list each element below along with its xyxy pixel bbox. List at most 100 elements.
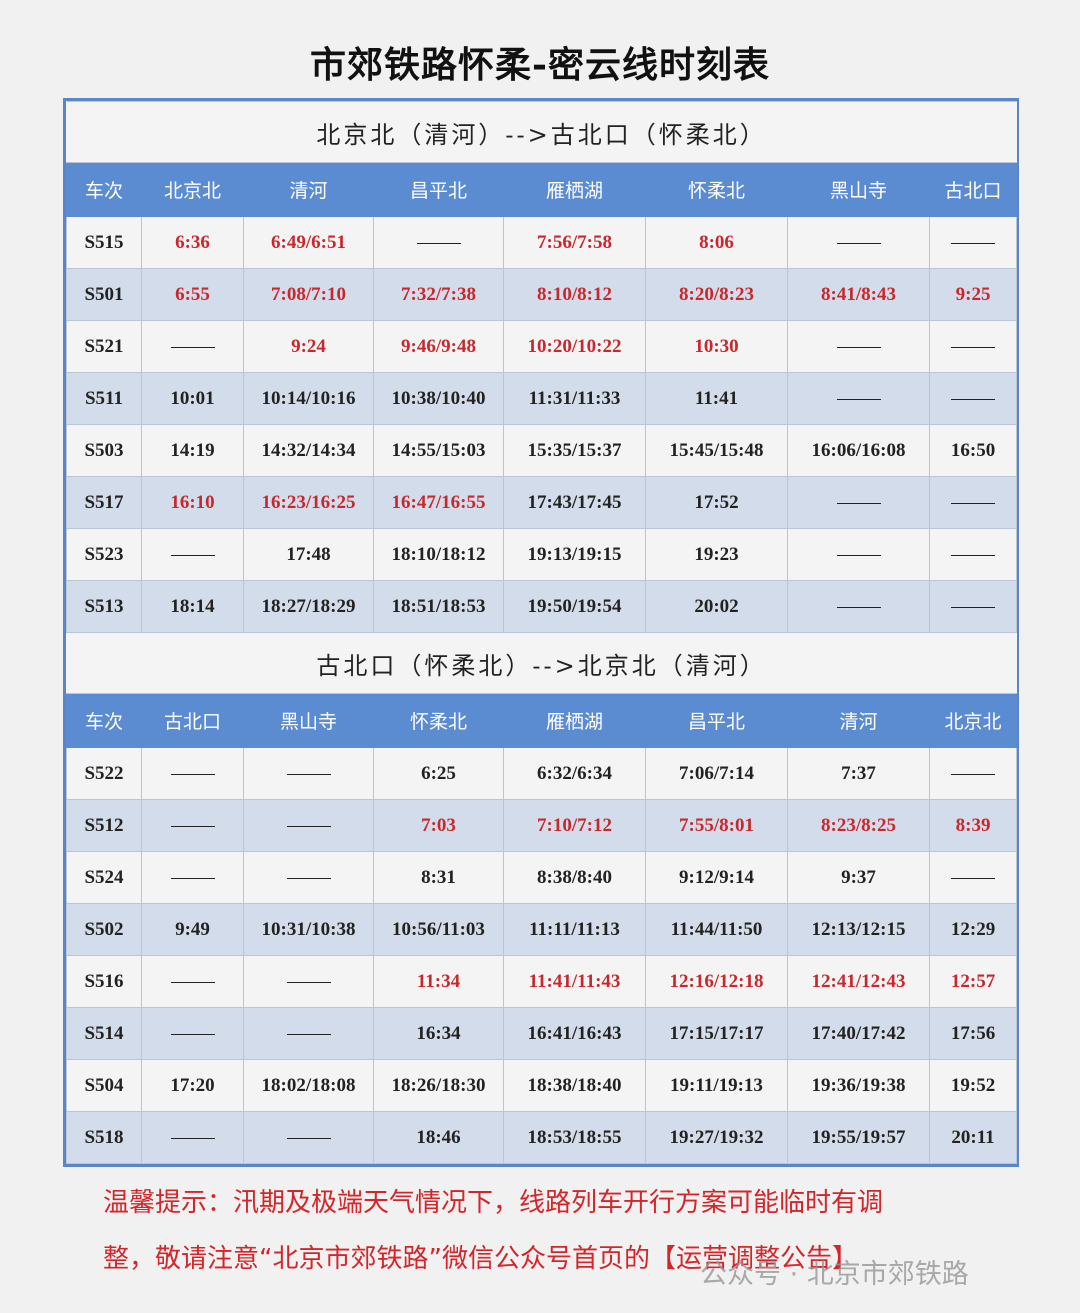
time-cell: 6:25 (373, 747, 504, 800)
time-cell: 10:56/11:03 (373, 903, 504, 956)
time-cell: 9:12/9:14 (645, 851, 788, 904)
section-heading: 北京北（清河）-->古北口（怀柔北） (66, 101, 1017, 163)
time-cell: 7:08/7:10 (243, 268, 374, 321)
dash-no-stop (951, 346, 996, 348)
time-cell: 17:48 (243, 528, 374, 581)
time-cell: 8:31 (373, 851, 504, 904)
time-cell: 6:32/6:34 (503, 747, 646, 800)
table-row: S517 16:10 16:23/16:25 16:47/16:55 17:43/17:… (66, 476, 1018, 529)
column-header: 黑山寺 (243, 693, 374, 748)
column-header: 古北口 (141, 693, 244, 748)
column-header: 古北口 (928, 162, 1018, 217)
no-stop-cell (243, 955, 374, 1008)
dash-no-stop (836, 606, 881, 608)
column-header: 北京北 (928, 693, 1018, 748)
dash-no-stop (951, 606, 996, 608)
dash-no-stop (836, 242, 881, 244)
time-cell: 8:23/8:25 (787, 799, 930, 852)
no-stop-cell (243, 1111, 374, 1164)
no-stop-cell (141, 799, 244, 852)
time-cell: 7:55/8:01 (645, 799, 788, 852)
time-cell: 8:10/8:12 (503, 268, 646, 321)
train-number: S521 (66, 320, 142, 373)
time-cell: 17:40/17:42 (787, 1007, 930, 1060)
column-header: 车次 (66, 162, 142, 217)
table-row: S502 9:49 10:31/10:38 10:56/11:03 11:11/11:1… (66, 903, 1018, 956)
time-cell: 10:20/10:22 (503, 320, 646, 373)
table-row: S514 16:34 16:41/16:43 17:15/17:17 17:40/17:… (66, 1007, 1018, 1060)
time-cell: 19:55/19:57 (787, 1111, 930, 1164)
time-cell: 18:51/18:53 (373, 580, 504, 633)
no-stop-cell (787, 476, 930, 529)
dash-no-stop (286, 825, 331, 827)
time-cell: 10:38/10:40 (373, 372, 504, 425)
dash-no-stop (170, 825, 215, 827)
table-row: S524 8:31 8:38/8:40 9:12/9:14 9:37 (66, 851, 1018, 904)
timetable: 北京北（清河）-->古北口（怀柔北） 车次 北京北 清河 昌平北 雁栖湖 怀柔北 黑山寺 古北口… (63, 98, 1019, 1167)
table-row: S522 6:25 6:32/6:34 7:06/7:14 7:37 (66, 747, 1018, 800)
direction-title: 北京北（清河）-->古北口（怀柔北） (66, 101, 1017, 163)
table-row: S501 6:55 7:08/7:10 7:32/7:38 8:10/8:12 8:20/… (66, 268, 1018, 321)
no-stop-cell (787, 528, 930, 581)
dash-no-stop (286, 1033, 331, 1035)
column-header: 清河 (243, 162, 374, 217)
dash-no-stop (951, 242, 996, 244)
train-number: S514 (66, 1007, 142, 1060)
time-cell: 18:38/18:40 (503, 1059, 646, 1112)
dash-no-stop (836, 398, 881, 400)
direction-title: 古北口（怀柔北）-->北京北（清河） (66, 632, 1017, 694)
notice-line-2: 整，敬请注意“北京市郊铁路”微信公众号首页的【运营调整公告】 (103, 1244, 858, 1274)
time-cell: 14:32/14:34 (243, 424, 374, 477)
train-number: S522 (66, 747, 142, 800)
page-title: 市郊铁路怀柔-密云线时刻表 (310, 44, 770, 86)
dash-no-stop (951, 773, 996, 775)
time-cell: 16:23/16:25 (243, 476, 374, 529)
dash-no-stop (951, 877, 996, 879)
no-stop-cell (787, 580, 930, 633)
time-cell: 12:29 (928, 903, 1018, 956)
time-cell: 16:50 (928, 424, 1018, 477)
timetable-table: 北京北（清河）-->古北口（怀柔北） 车次 北京北 清河 昌平北 雁栖湖 怀柔北 黑山寺 古北口… (66, 101, 1018, 1164)
time-cell: 10:01 (141, 372, 244, 425)
time-cell: 9:46/9:48 (373, 320, 504, 373)
column-header: 昌平北 (373, 162, 504, 217)
time-cell: 17:15/17:17 (645, 1007, 788, 1060)
header-row: 车次 古北口 黑山寺 怀柔北 雁栖湖 昌平北 清河 北京北 (66, 693, 1018, 748)
time-cell: 8:39 (928, 799, 1018, 852)
time-cell: 6:55 (141, 268, 244, 321)
no-stop-cell (928, 372, 1018, 425)
dash-no-stop (286, 877, 331, 879)
time-cell: 19:50/19:54 (503, 580, 646, 633)
time-cell: 19:27/19:32 (645, 1111, 788, 1164)
table-row: S504 17:20 18:02/18:08 18:26/18:30 18:38/18:… (66, 1059, 1018, 1112)
time-cell: 11:11/11:13 (503, 903, 646, 956)
time-cell: 12:57 (928, 955, 1018, 1008)
time-cell: 18:02/18:08 (243, 1059, 374, 1112)
no-stop-cell (928, 476, 1018, 529)
time-cell: 7:03 (373, 799, 504, 852)
time-cell: 11:44/11:50 (645, 903, 788, 956)
column-header: 雁栖湖 (503, 162, 646, 217)
time-cell: 6:49/6:51 (243, 216, 374, 269)
table-row: S516 11:34 11:41/11:43 12:16/12:18 12:41/12:… (66, 955, 1018, 1008)
column-header: 黑山寺 (787, 162, 930, 217)
no-stop-cell (928, 580, 1018, 633)
no-stop-cell (243, 747, 374, 800)
time-cell: 18:27/18:29 (243, 580, 374, 633)
dash-no-stop (170, 346, 215, 348)
train-number: S511 (66, 372, 142, 425)
time-cell: 11:34 (373, 955, 504, 1008)
train-number: S512 (66, 799, 142, 852)
time-cell: 17:52 (645, 476, 788, 529)
train-number: S523 (66, 528, 142, 581)
dash-no-stop (416, 242, 461, 244)
time-cell: 8:41/8:43 (787, 268, 930, 321)
time-cell: 12:16/12:18 (645, 955, 788, 1008)
time-cell: 9:24 (243, 320, 374, 373)
no-stop-cell (928, 320, 1018, 373)
time-cell: 7:37 (787, 747, 930, 800)
column-header: 怀柔北 (373, 693, 504, 748)
time-cell: 7:56/7:58 (503, 216, 646, 269)
no-stop-cell (141, 1007, 244, 1060)
column-header: 怀柔北 (645, 162, 788, 217)
